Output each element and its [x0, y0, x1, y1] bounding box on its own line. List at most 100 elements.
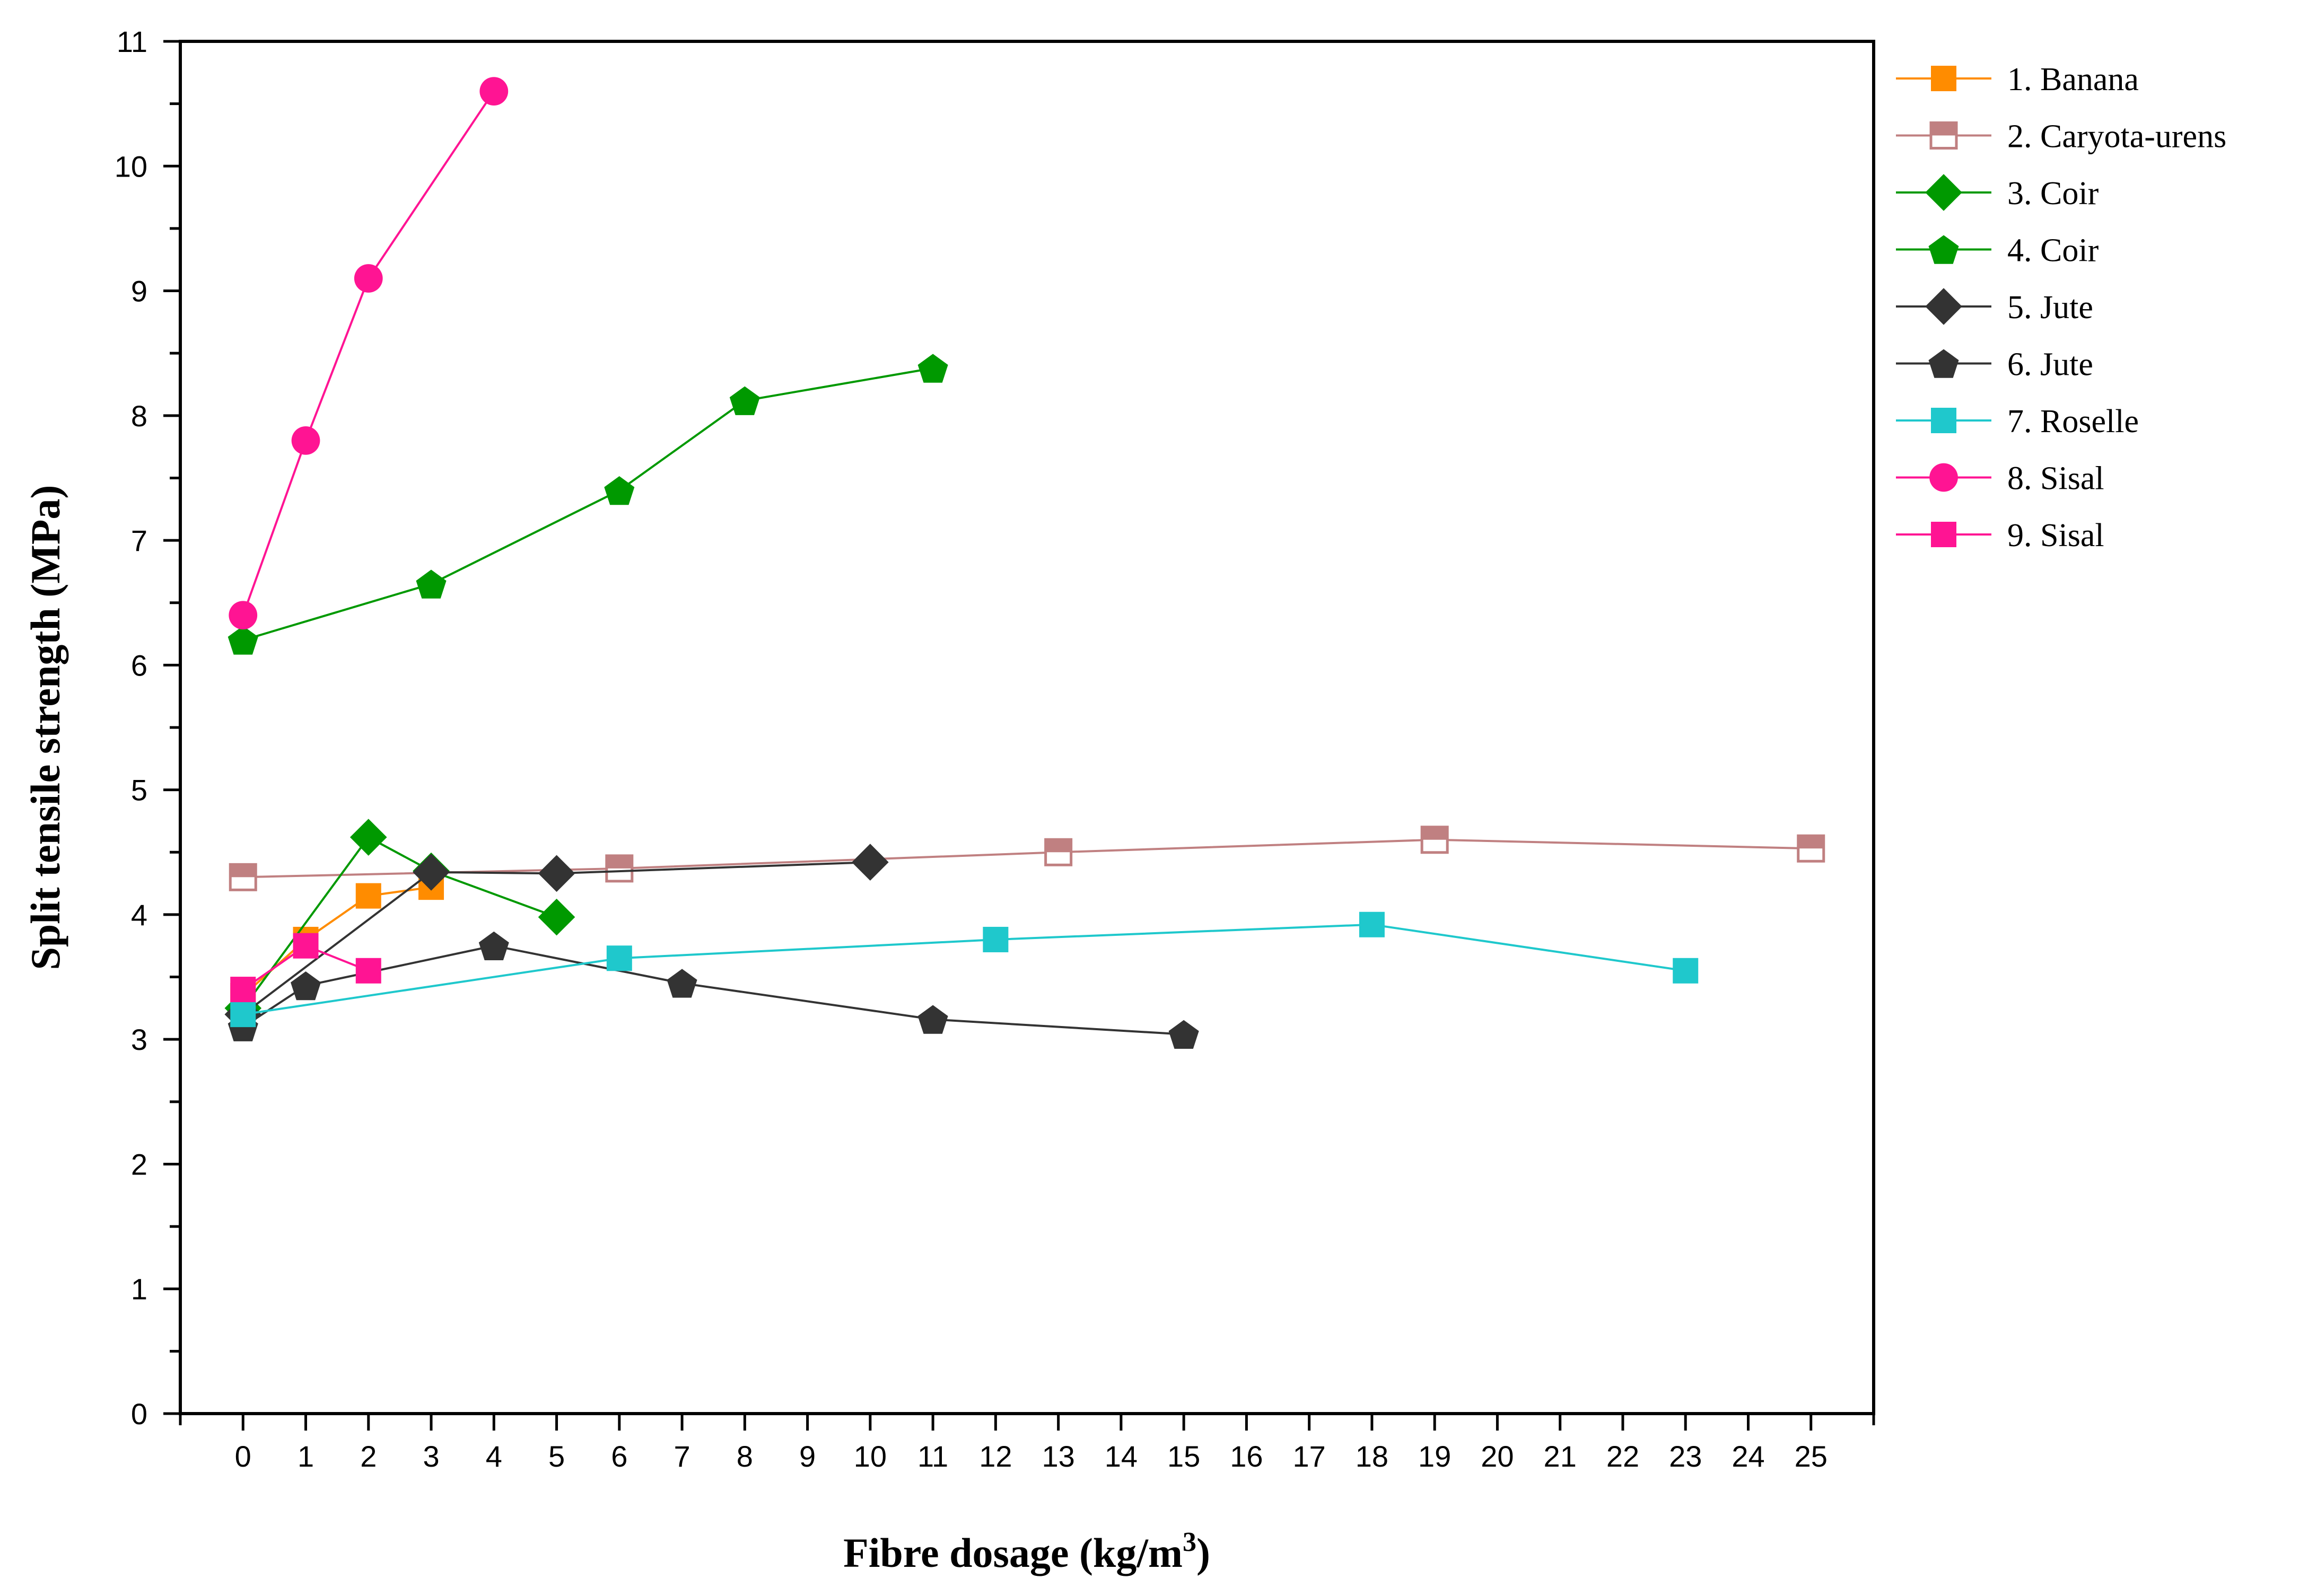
legend-label: 8. Sisal	[2007, 461, 2104, 497]
y-tick-label: 1	[131, 1273, 147, 1306]
series-line	[243, 923, 1686, 1016]
x-tick-label: 10	[854, 1440, 887, 1473]
legend-label: 9. Sisal	[2007, 518, 2104, 554]
y-tick-label: 8	[131, 399, 147, 433]
legend-label: 6. Jute	[2007, 347, 2093, 383]
x-tick-label: 3	[423, 1440, 439, 1473]
x-tick-label: 1	[298, 1440, 314, 1473]
x-tick-label: 7	[674, 1440, 690, 1473]
y-tick-label: 3	[131, 1023, 147, 1056]
legend-marker	[1928, 235, 1959, 264]
series-6	[228, 931, 1199, 1049]
series-7	[230, 911, 1699, 1028]
legend-marker	[1929, 463, 1958, 492]
data-point	[538, 855, 575, 892]
data-point	[478, 931, 509, 960]
data-point	[229, 601, 258, 630]
data-point	[479, 77, 509, 106]
data-point	[604, 476, 635, 505]
y-tick-label: 7	[131, 524, 147, 557]
legend-item: 3. Coir	[1896, 174, 2099, 212]
legend-item: 8. Sisal	[1896, 461, 2104, 497]
y-tick-label: 2	[131, 1147, 147, 1181]
data-point	[291, 426, 320, 455]
series-line	[242, 861, 870, 1015]
y-tick-label: 10	[115, 150, 147, 183]
plot-frame	[179, 40, 1875, 1415]
data-point	[355, 883, 381, 909]
x-axis-title-suffix: )	[1196, 1530, 1210, 1576]
series-line	[243, 838, 1811, 879]
x-tick-label: 23	[1669, 1440, 1702, 1473]
y-tick-label: 4	[131, 898, 147, 932]
legend-item: 4. Coir	[1896, 233, 2099, 269]
y-axis-title: Split tensile strength (MPa)	[22, 485, 68, 970]
data-point	[1168, 1020, 1199, 1049]
legend-item: 6. Jute	[1896, 347, 2093, 383]
x-tick-label: 4	[486, 1440, 502, 1473]
legend-label: 5. Jute	[2007, 290, 2093, 326]
legend-marker	[1925, 174, 1962, 211]
legend-label: 1. Banana	[2007, 62, 2139, 98]
x-tick-label: 14	[1105, 1440, 1138, 1473]
x-axis-title-superscript: 3	[1183, 1527, 1196, 1557]
legend-label: 4. Coir	[2007, 233, 2099, 269]
x-axis: 0 1 2 3 4 5 6 7 8 9 10 11 12 13 14 15 16 17 18 19 20 21 22 23 24…	[179, 1414, 1875, 1473]
data-point	[1673, 958, 1699, 984]
legend-item: 2. Caryota-urens	[1896, 119, 2226, 155]
data-point	[229, 863, 257, 891]
y-tick-label: 6	[131, 648, 147, 682]
series-layer	[224, 77, 1825, 1049]
legend-marker	[1929, 121, 1958, 150]
data-point	[293, 933, 319, 959]
series-line	[242, 944, 1184, 1036]
y-axis: 0 1 2 3 4 5 6 7 8 9 10 11	[115, 25, 180, 1431]
series-5	[224, 844, 889, 1033]
x-tick-label: 0	[235, 1440, 251, 1473]
data-point	[1797, 834, 1825, 863]
x-tick-label: 25	[1795, 1440, 1828, 1473]
x-tick-label: 8	[737, 1440, 753, 1473]
data-point	[228, 626, 258, 655]
x-tick-label: 17	[1293, 1440, 1326, 1473]
x-tick-label: 5	[548, 1440, 565, 1473]
legend-marker	[1931, 522, 1956, 547]
legend-item: 1. Banana	[1896, 62, 2139, 98]
y-tick-label: 0	[131, 1397, 147, 1431]
data-point	[729, 386, 760, 415]
legend-item: 9. Sisal	[1896, 518, 2104, 554]
legend-marker	[1928, 349, 1959, 378]
data-point	[349, 819, 387, 856]
data-point	[230, 1002, 256, 1028]
data-point	[606, 945, 632, 971]
x-tick-label: 12	[979, 1440, 1012, 1473]
x-tick-label: 21	[1544, 1440, 1577, 1473]
legend-marker	[1931, 408, 1956, 433]
legend-label: 2. Caryota-urens	[2007, 119, 2226, 155]
x-tick-label: 18	[1356, 1440, 1388, 1473]
x-tick-label: 20	[1481, 1440, 1514, 1473]
data-point	[605, 854, 634, 883]
x-tick-label: 6	[611, 1440, 627, 1473]
x-tick-label: 16	[1230, 1440, 1263, 1473]
data-point	[355, 958, 381, 984]
data-point	[416, 569, 447, 599]
data-point	[413, 854, 450, 891]
data-point	[538, 898, 575, 936]
data-point	[1044, 838, 1073, 866]
legend-item: 7. Roselle	[1896, 404, 2139, 440]
data-point	[230, 977, 256, 1003]
y-tick-label: 9	[131, 275, 147, 308]
legend-marker	[1931, 66, 1956, 91]
legend: 1. Banana 2. Caryota-urens 3. Coir 4. Coir 5…	[1896, 62, 2226, 554]
legend-item: 5. Jute	[1896, 288, 2093, 326]
x-tick-label: 22	[1606, 1440, 1639, 1473]
x-axis-title-main: Fibre dosage (kg/m	[843, 1530, 1183, 1576]
data-point	[354, 264, 383, 293]
x-tick-label: 15	[1167, 1440, 1200, 1473]
x-tick-label: 24	[1732, 1440, 1764, 1473]
data-point	[1359, 911, 1385, 937]
data-point	[983, 926, 1009, 952]
series-line	[242, 367, 933, 642]
